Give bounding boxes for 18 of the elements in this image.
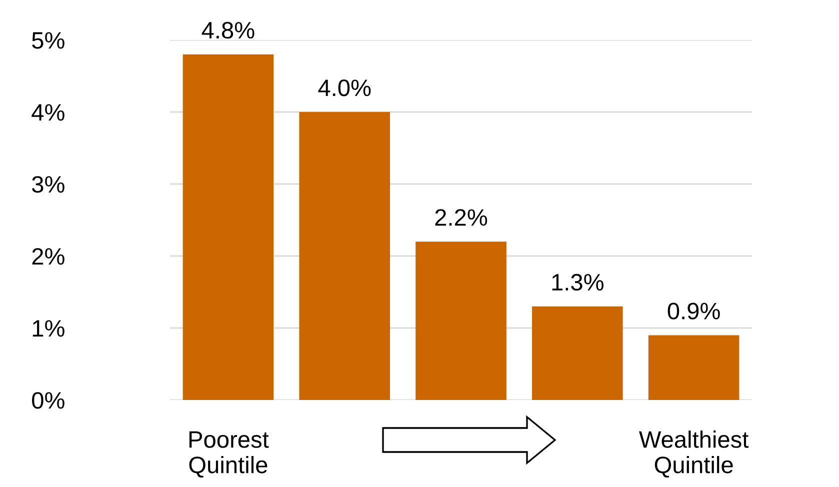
y-tick-label: 0%	[32, 392, 64, 409]
x-tick-label: Wealthiest Quintile	[639, 430, 749, 478]
bar	[299, 112, 390, 400]
y-tick-label: 1%	[32, 320, 64, 337]
bar	[532, 306, 623, 400]
data-label: 4.0%	[318, 80, 371, 96]
y-tick-label: 4%	[32, 104, 64, 121]
bar	[648, 335, 740, 400]
y-tick-label: 3%	[32, 176, 64, 193]
bar	[182, 54, 274, 400]
data-label: 4.8%	[202, 22, 254, 39]
data-label: 1.3%	[552, 274, 604, 291]
data-label: 2.2%	[435, 209, 488, 226]
y-tick-label: 2%	[32, 248, 64, 265]
x-tick-label: Poorest Quintile	[189, 431, 269, 478]
bar	[416, 242, 506, 400]
y-tick-label: 5%	[32, 32, 64, 49]
data-label: 0.9%	[668, 302, 720, 320]
